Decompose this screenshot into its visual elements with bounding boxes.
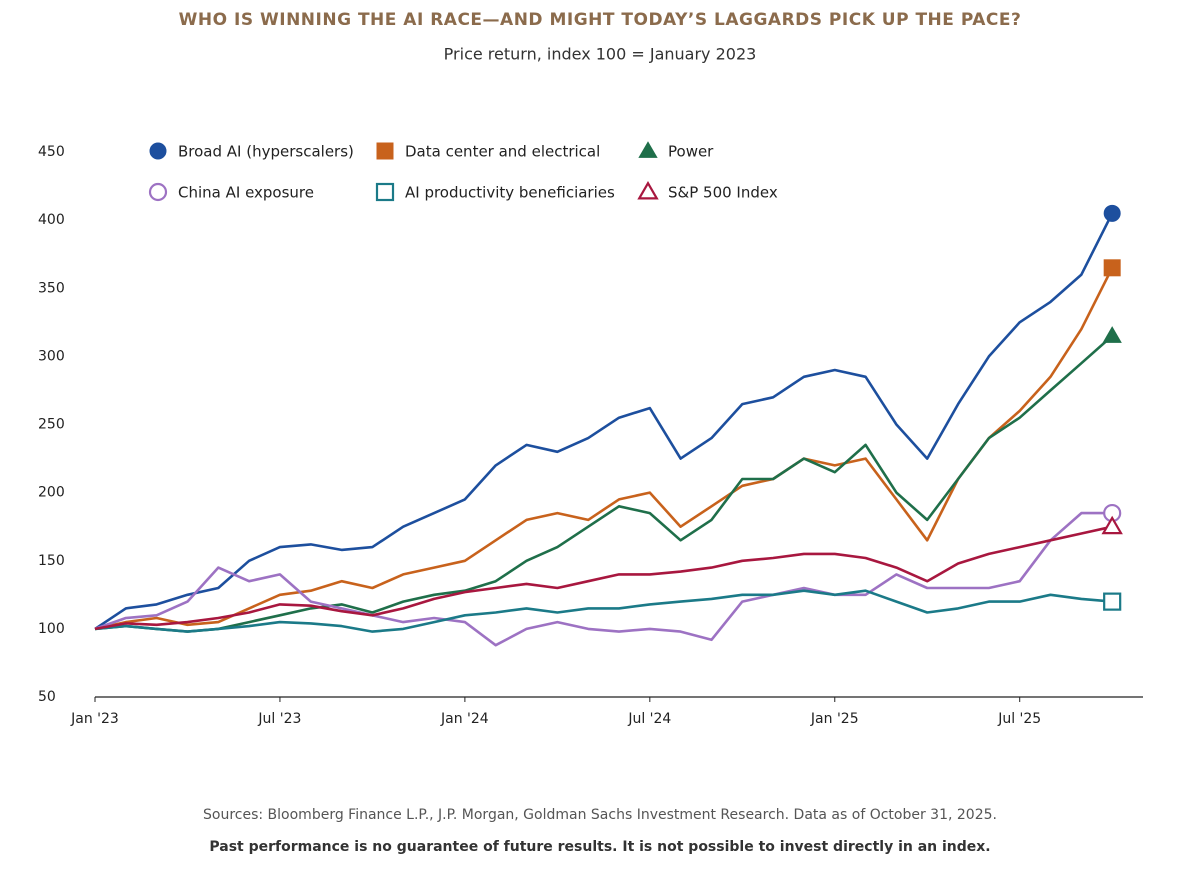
x-tick-label: Jan '24	[440, 711, 489, 727]
legend-label: Broad AI (hyperscalers)	[178, 143, 354, 161]
legend-marker	[149, 142, 167, 160]
y-tick-label: 150	[38, 553, 65, 569]
legend-label: S&P 500 Index	[668, 184, 778, 202]
series-line	[94, 334, 1114, 633]
x-tick-label: Jul '25	[997, 711, 1041, 727]
x-tick-label: Jul '24	[627, 711, 671, 727]
x-tick-label: Jul '23	[257, 711, 301, 727]
note: Past performance is no guarantee of futu…	[209, 839, 990, 855]
chart-subtitle: Price return, index 100 = January 2023	[444, 45, 757, 64]
legend-label: China AI exposure	[178, 184, 314, 202]
legend-label: Data center and electrical	[405, 143, 600, 161]
y-tick-label: 450	[38, 144, 65, 160]
y-tick-label: 200	[38, 485, 65, 501]
legend-label: AI productivity beneficiaries	[405, 184, 615, 202]
x-tick-label: Jan '25	[810, 711, 859, 727]
end-marker	[1103, 204, 1121, 222]
y-tick-label: 350	[38, 280, 65, 296]
y-tick-label: 300	[38, 348, 65, 364]
legend-label: Power	[668, 143, 714, 161]
series-line	[94, 525, 1113, 631]
series-line	[94, 511, 1113, 647]
legend-marker	[638, 141, 658, 158]
x-tick-label: Jan '23	[70, 711, 119, 727]
series-line	[94, 267, 1114, 631]
legend-marker	[376, 142, 394, 160]
y-tick-label: 50	[38, 689, 56, 705]
y-tick-label: 400	[38, 212, 65, 228]
series-line	[94, 589, 1113, 633]
legend-marker	[148, 182, 168, 202]
end-marker	[1103, 592, 1122, 611]
y-tick-label: 100	[38, 621, 65, 637]
source: Sources: Bloomberg Finance L.P., J.P. Mo…	[203, 807, 997, 823]
y-tick-label: 250	[38, 417, 65, 433]
legend-marker	[375, 182, 395, 202]
chart-title: WHO IS WINNING THE AI RACE—AND MIGHT TOD…	[179, 10, 1022, 30]
series-line	[94, 212, 1114, 630]
legend-marker	[637, 181, 659, 200]
end-marker	[1103, 259, 1121, 277]
end-marker	[1102, 326, 1122, 343]
end-marker	[1101, 515, 1123, 535]
